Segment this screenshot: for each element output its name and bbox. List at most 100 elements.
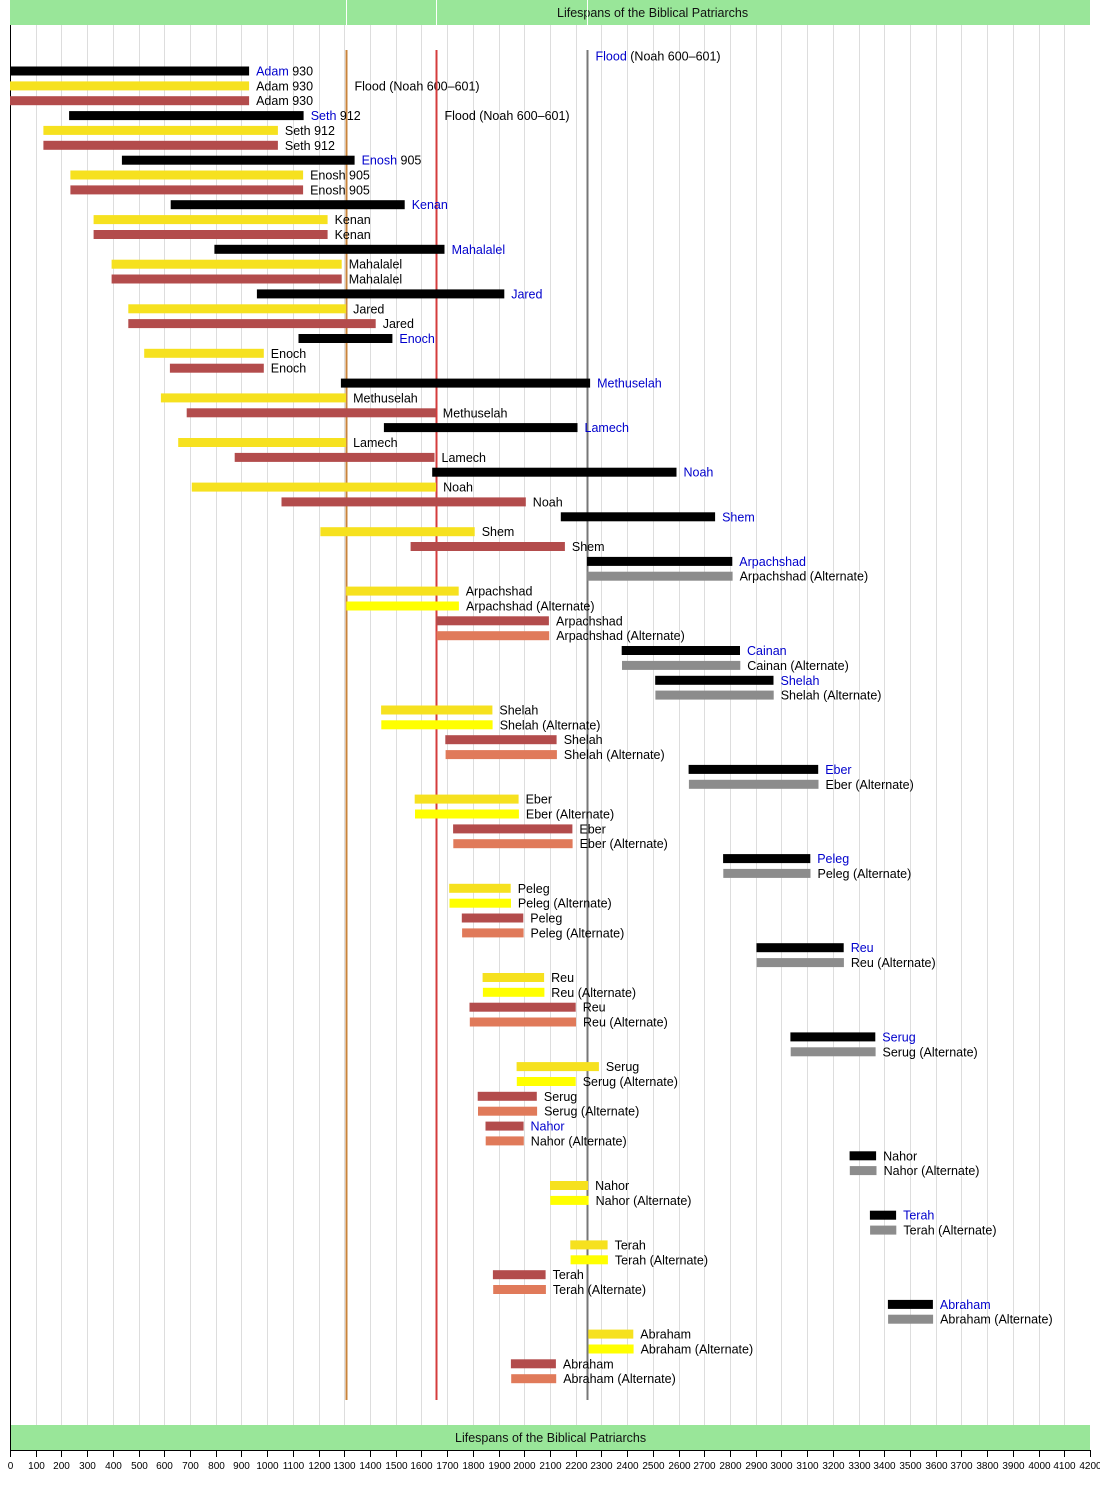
flood-label: Flood (Noah 600–601) (596, 50, 721, 64)
bar-label-age: 905 (349, 183, 370, 197)
bar-label-name: Terah (615, 1238, 646, 1252)
lifespan-bar-red (410, 542, 565, 551)
bar-label: Reu (Alternate) (583, 1016, 668, 1030)
lifespan-bar-gray (688, 779, 819, 789)
x-tick-label: 1700 (436, 1461, 459, 1472)
lifespan-bar-red (510, 1359, 556, 1369)
lifespan-bar-red_alt (469, 1017, 576, 1027)
bar-label-name: Reu (583, 1001, 606, 1015)
bar-label-name: Shelah (499, 704, 538, 718)
bar-label-name: Reu (851, 941, 874, 955)
x-tick-label: 2900 (745, 1461, 768, 1472)
bar-label-name: Serug (Alternate) (544, 1105, 639, 1119)
lifespan-bar-yellow (550, 1181, 589, 1190)
bar-label-name: Seth (285, 139, 311, 153)
bar-label: Kenan (412, 198, 448, 212)
bar-label: Terah (903, 1209, 934, 1223)
bar-label-name: Jared (383, 317, 414, 331)
bar-label-name: Shelah (Alternate) (781, 689, 882, 703)
lifespan-bar-red_alt (445, 750, 557, 760)
lifespan-bar-black (170, 200, 405, 210)
x-tick-label: 2300 (590, 1461, 613, 1472)
bar-label-age: 930 (292, 79, 313, 93)
bar-label-name: Eber (825, 763, 851, 777)
bar-label: Terah (615, 1238, 646, 1252)
bar-label: Adam 930 (256, 79, 313, 93)
x-tick-label: 2500 (642, 1461, 665, 1472)
lifespan-bar-red (169, 363, 264, 373)
bar-label: Arpachshad (739, 555, 806, 569)
bar-label: Kenan (335, 228, 371, 242)
bar-label-name: Reu (Alternate) (583, 1016, 668, 1030)
lifespan-bar-black (340, 378, 591, 388)
lifespan-bar-black (655, 675, 774, 685)
bar-label: Terah (Alternate) (553, 1283, 646, 1297)
bar-label-name: Cainan (747, 644, 787, 658)
lifespan-bar-black (214, 244, 445, 254)
bar-label-name: Serug (Alternate) (583, 1075, 678, 1089)
bar-label: Serug (544, 1090, 577, 1104)
bar-label-name: Methuselah (443, 406, 508, 420)
lifespan-bar-black (688, 764, 819, 774)
lifespan-bar-gray (622, 660, 741, 670)
bar-label: Jared (353, 302, 384, 316)
bar-label-name: Arpachshad (739, 555, 806, 569)
flood-label-text: Flood (Noah 600–601) (355, 79, 480, 93)
lifespan-bar-red_alt (511, 1374, 557, 1384)
lifespan-bar-red (485, 1121, 524, 1131)
bar-label: Enoch (271, 362, 306, 376)
bar-label-age: 912 (340, 109, 361, 123)
bar-label-age: 905 (401, 154, 422, 168)
lifespan-bar-yellow_alt (516, 1077, 576, 1086)
x-tick-label: 2100 (539, 1461, 562, 1472)
bar-label: Nahor (Alternate) (596, 1194, 692, 1208)
bar-label-name: Enoch (399, 332, 434, 346)
lifespan-bar-red (469, 1002, 576, 1012)
bar-label: Terah (553, 1268, 584, 1282)
lifespan-bar-yellow (10, 81, 250, 91)
bar-label: Jared (511, 287, 542, 301)
lifespan-bar-red (10, 96, 250, 106)
bar-label: Nahor (531, 1120, 565, 1134)
x-tick-label: 500 (131, 1461, 148, 1472)
bar-label-age: 912 (314, 139, 335, 153)
bar-label: Reu (551, 971, 574, 985)
lifespan-bar-yellow (449, 883, 511, 893)
bar-label: Enosh 905 (310, 169, 370, 183)
bar-label-name: Eber (Alternate) (526, 808, 614, 822)
x-tick-label: 2000 (513, 1461, 536, 1472)
lifespan-bar-red (43, 140, 278, 150)
bar-label: Methuselah (443, 406, 508, 420)
bar-label: Methuselah (353, 391, 418, 405)
bar-label: Peleg (Alternate) (518, 897, 612, 911)
x-tick-label: 400 (105, 1461, 122, 1472)
bar-label: Kenan (335, 213, 371, 227)
lifespan-bar-yellow (588, 1329, 634, 1339)
bar-label-name: Noah (533, 495, 563, 509)
x-tick-label: 2700 (693, 1461, 716, 1472)
bar-label-name: Kenan (412, 198, 448, 212)
bar-label: Enoch (271, 347, 306, 361)
lifespan-bar-black (790, 1032, 876, 1042)
bar-label: Mahalalel (349, 273, 403, 287)
lifespan-bar-yellow_alt (415, 809, 519, 819)
bar-label: Peleg (Alternate) (818, 867, 912, 881)
bar-label-name: Peleg (530, 912, 562, 926)
bar-label: Eber (Alternate) (526, 808, 614, 822)
bar-label: Seth 912 (285, 124, 335, 138)
bar-label: Eber (Alternate) (826, 778, 914, 792)
bar-label: Noah (533, 495, 563, 509)
x-tick-label: 1200 (308, 1461, 331, 1472)
lifespan-bar-red_alt (478, 1106, 538, 1116)
bar-label-name: Enosh (362, 154, 397, 168)
lifespan-bar-yellow_alt (550, 1195, 589, 1205)
bar-label-name: Enoch (271, 362, 306, 376)
bar-label: Shelah (781, 674, 820, 688)
bar-label: Abraham (Alternate) (940, 1313, 1053, 1327)
x-tick-label: 1400 (359, 1461, 382, 1472)
bar-label: Abraham (940, 1298, 991, 1312)
flood-lines: Flood (Noah 600–601) Flood (Noah 600–601)… (345, 0, 721, 1400)
lifespan-bar-gray (587, 571, 733, 581)
lifespan-bar-red (461, 913, 524, 923)
bar-label-name: Adam (256, 79, 289, 93)
